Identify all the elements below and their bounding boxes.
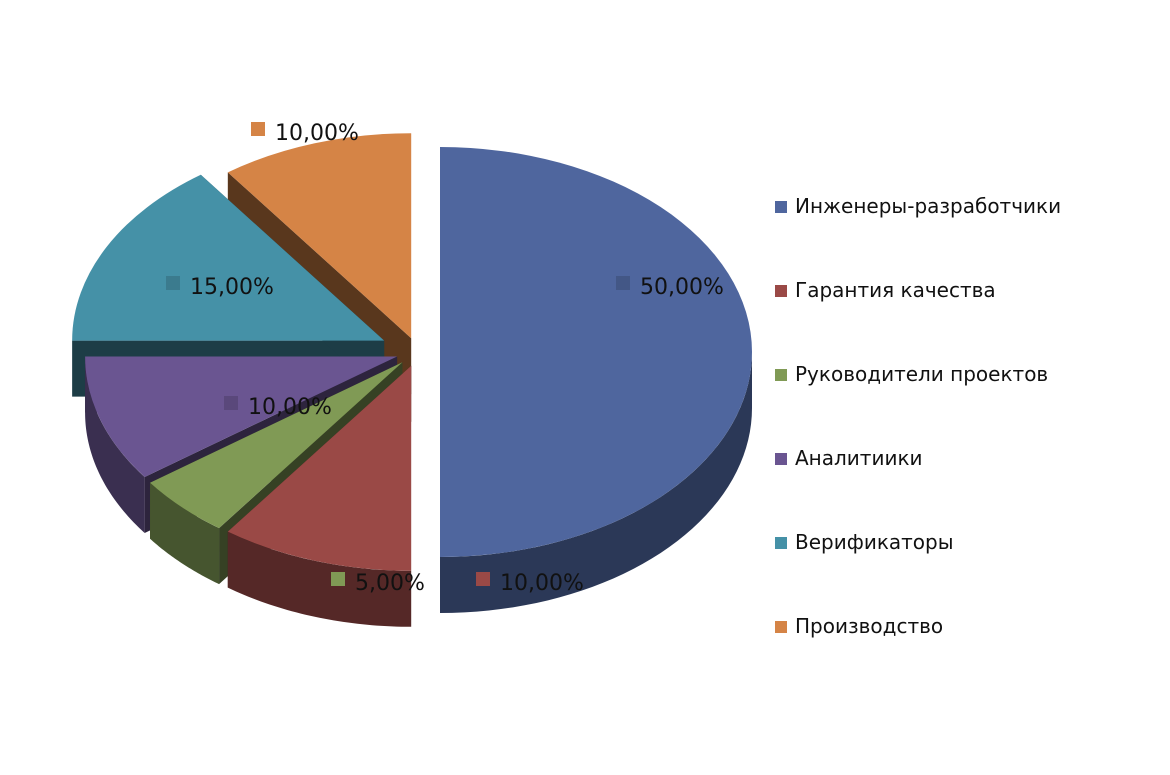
slice-1-side <box>227 531 412 627</box>
legend-swatch-3 <box>775 453 787 465</box>
legend-item-5: Производство <box>775 614 943 638</box>
legend-label-2: Руководители проектов <box>795 362 1048 386</box>
legend-item-0: Инженеры-разработчики <box>775 194 1061 218</box>
data-label-3: 10,00% <box>224 395 332 420</box>
data-label-5: 10,00% <box>251 121 359 146</box>
data-label-4-text: 15,00% <box>190 275 274 300</box>
data-labels: 50,00% 10,00% 5,00% 10,00% 15,00% 10,00% <box>166 121 724 596</box>
legend-item-3: Аналитиики <box>775 446 923 470</box>
data-label-1-text: 10,00% <box>500 571 584 596</box>
data-label-4-swatch <box>166 276 180 290</box>
pie-slice-5 <box>227 133 412 339</box>
legend-label-5: Производство <box>795 614 943 638</box>
pie-slice-1 <box>227 365 412 571</box>
data-label-0-swatch <box>616 276 630 290</box>
pie-slice-2 <box>150 362 403 529</box>
pie-slice-3 <box>85 356 398 477</box>
pie-slice-4 <box>72 174 385 341</box>
pie-slice-0 <box>440 147 752 557</box>
data-label-1: 10,00% <box>476 571 584 596</box>
data-label-2-swatch <box>331 572 345 586</box>
data-label-2-text: 5,00% <box>355 571 425 596</box>
data-label-3-swatch <box>224 396 238 410</box>
legend-swatch-5 <box>775 621 787 633</box>
legend-label-3: Аналитиики <box>795 446 923 470</box>
legend: Инженеры-разработчики Гарантия качества Ру… <box>775 194 1061 638</box>
data-label-0: 50,00% <box>616 275 724 300</box>
pie-tops <box>72 133 752 571</box>
legend-swatch-4 <box>775 537 787 549</box>
legend-swatch-0 <box>775 201 787 213</box>
data-label-1-swatch <box>476 572 490 586</box>
legend-item-4: Верификаторы <box>775 530 954 554</box>
legend-swatch-2 <box>775 369 787 381</box>
data-label-2: 5,00% <box>331 571 425 596</box>
legend-item-2: Руководители проектов <box>775 362 1048 386</box>
data-label-0-text: 50,00% <box>640 275 724 300</box>
slice-3-side <box>85 356 145 533</box>
slice-2-side <box>150 482 220 585</box>
legend-label-1: Гарантия качества <box>795 278 996 302</box>
data-label-3-text: 10,00% <box>248 395 332 420</box>
legend-swatch-1 <box>775 285 787 297</box>
legend-label-4: Верификаторы <box>795 530 954 554</box>
legend-item-1: Гарантия качества <box>775 278 996 302</box>
data-label-4: 15,00% <box>166 275 274 300</box>
data-label-5-swatch <box>251 122 265 136</box>
slice-0-side <box>440 352 752 613</box>
data-label-5-text: 10,00% <box>275 121 359 146</box>
legend-label-0: Инженеры-разработчики <box>795 194 1061 218</box>
